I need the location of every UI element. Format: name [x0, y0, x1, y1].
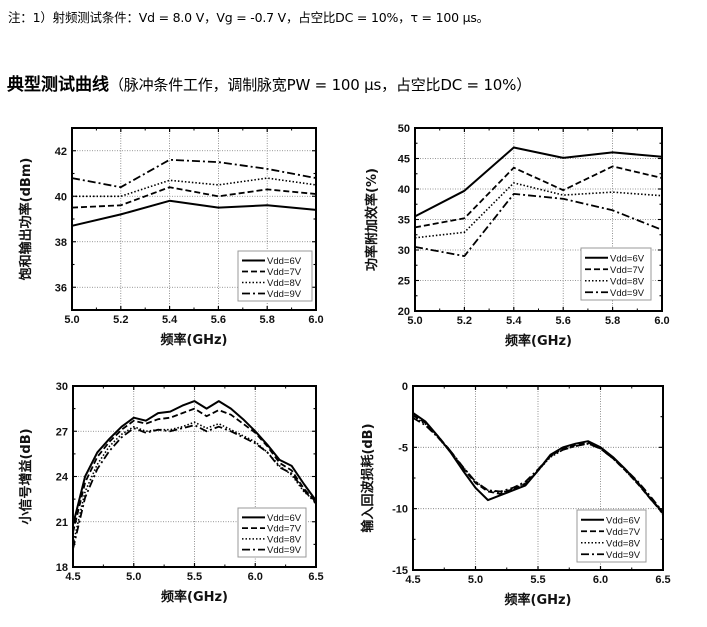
legend-label: Vdd=8V — [267, 534, 302, 545]
x-tick-label: 6.5 — [655, 574, 670, 586]
y-tick-label: 20 — [398, 306, 410, 318]
y-axis-title: 功率附加效率(%) — [364, 168, 380, 271]
y-tick-label: 42 — [55, 146, 67, 158]
y-tick-label: -5 — [398, 442, 408, 454]
x-tick-label: 5.8 — [260, 314, 275, 326]
y-tick-label: 45 — [398, 154, 410, 166]
x-tick-label: 5.8 — [605, 315, 620, 327]
plot-frame — [412, 385, 664, 571]
legend-box — [580, 247, 652, 301]
legend-label: Vdd=6V — [606, 515, 641, 526]
x-tick-label: 6.0 — [308, 314, 323, 326]
x-tick-label: 4.5 — [405, 574, 420, 586]
legend-label: Vdd=7V — [610, 265, 645, 276]
legend-label: Vdd=6V — [610, 253, 645, 264]
y-axis-title: 饱和输出功率(dBm) — [18, 158, 34, 282]
x-tick-label: 5.6 — [211, 314, 226, 326]
plot-frame — [414, 127, 663, 312]
series-line-vdd-8v — [72, 421, 317, 545]
chart-3: 4.5 5.0 5.5 6.0 6.5 18 21 24 27 30 频率(GHz) 小信号增益(dB… — [18, 381, 324, 605]
legend-label: Vdd=9V — [606, 550, 641, 561]
section-title: 典型测试曲线 — [7, 75, 109, 95]
y-tick-label: 36 — [55, 282, 67, 294]
plot-frame — [72, 385, 317, 568]
legend-label: Vdd=7V — [267, 267, 302, 278]
legend-label: Vdd=6V — [267, 256, 302, 267]
y-tick-label: 40 — [398, 184, 410, 196]
legend-label: Vdd=9V — [267, 545, 302, 556]
y-tick-label: 27 — [56, 426, 68, 438]
series-line-vdd-6v — [71, 199, 317, 227]
section-subtitle: （脉冲条件工作，调制脉宽PW = 100 μs，占空比DC = 10%） — [109, 76, 532, 94]
x-tick-label: 5.5 — [187, 571, 202, 583]
y-tick-label: -15 — [392, 565, 408, 577]
series-line-vdd-9v — [412, 417, 664, 513]
x-tick-label: 5.2 — [113, 314, 128, 326]
chart-1: 5.0 5.2 5.4 5.6 5.8 6.0 36 38 40 42 频率(GHz) 饱和输出功率(… — [18, 127, 324, 348]
y-tick-label: 50 — [398, 123, 410, 135]
x-tick-label: 5.0 — [126, 571, 141, 583]
x-tick-label: 4.5 — [65, 571, 80, 583]
chart-4: 4.5 5.0 5.5 6.0 6.5 -15 -10 -5 0 频率(GHz) 输入回波损耗(dB… — [360, 381, 671, 608]
legend-label: Vdd=8V — [606, 538, 641, 549]
y-tick-label: 35 — [398, 215, 410, 227]
legend-label: Vdd=9V — [610, 288, 645, 299]
y-tick-label: 24 — [56, 472, 69, 484]
x-tick-label: 6.0 — [654, 315, 669, 327]
section-heading: 典型测试曲线（脉冲条件工作，调制脉宽PW = 100 μs，占空比DC = 10… — [7, 70, 531, 95]
y-tick-label: 18 — [56, 562, 68, 574]
y-tick-label: 30 — [398, 245, 410, 257]
series-line-vdd-6v — [414, 146, 663, 218]
legend-label: Vdd=8V — [267, 278, 302, 289]
series-line-vdd-6v — [72, 400, 317, 526]
x-axis-title: 频率(GHz) — [505, 333, 572, 349]
x-tick-label: 5.6 — [556, 315, 571, 327]
y-tick-label: 30 — [56, 381, 68, 393]
x-axis-title: 频率(GHz) — [161, 332, 228, 348]
y-tick-label: 40 — [55, 191, 67, 203]
chart-2: 5.0 5.2 5.4 5.6 5.8 6.0 20 25 30 35 40 45 50 频率(GHz) 功… — [364, 123, 670, 349]
legend-label: Vdd=9V — [267, 289, 302, 300]
y-tick-label: 38 — [55, 237, 67, 249]
x-tick-label: 5.0 — [64, 314, 79, 326]
legend-label: Vdd=6V — [267, 513, 302, 524]
legend-label: Vdd=7V — [267, 524, 302, 535]
y-tick-label: 21 — [56, 517, 68, 529]
series-line-vdd-8v — [72, 177, 317, 198]
y-tick-label: -10 — [392, 504, 408, 516]
legend-label: Vdd=8V — [610, 276, 645, 287]
y-axis-title: 小信号增益(dB) — [18, 428, 34, 524]
x-tick-label: 5.5 — [530, 574, 545, 586]
series-line-vdd-8v — [414, 182, 663, 239]
series-line-vdd-9v — [71, 158, 317, 189]
x-tick-label: 6.0 — [248, 571, 263, 583]
x-tick-label: 6.0 — [593, 574, 608, 586]
series-line-vdd-7v — [414, 165, 663, 229]
test-condition-note: 注：1）射频测试条件：Vd = 8.0 V，Vg = -0.7 V，占空比DC … — [8, 10, 489, 25]
y-tick-label: 25 — [398, 276, 410, 288]
series-line-vdd-9v — [414, 192, 663, 258]
x-axis-title: 频率(GHz) — [505, 592, 572, 608]
x-tick-label: 6.5 — [308, 571, 323, 583]
x-tick-label: 5.0 — [468, 574, 483, 586]
x-axis-title: 频率(GHz) — [161, 589, 228, 605]
x-tick-label: 5.4 — [506, 315, 522, 327]
x-tick-label: 5.2 — [457, 315, 472, 327]
legend-box — [576, 509, 647, 563]
y-axis-title: 输入回波损耗(dB) — [360, 423, 376, 532]
legend-label: Vdd=7V — [606, 527, 641, 538]
legend-box — [237, 250, 313, 302]
y-tick-label: 0 — [402, 381, 408, 393]
plot-frame — [71, 127, 317, 311]
series-line-vdd-7v — [71, 186, 317, 209]
series-line-vdd-6v — [412, 412, 664, 513]
x-tick-label: 5.0 — [407, 315, 422, 327]
x-tick-label: 5.4 — [162, 314, 178, 326]
series-line-vdd-7v — [72, 407, 317, 533]
